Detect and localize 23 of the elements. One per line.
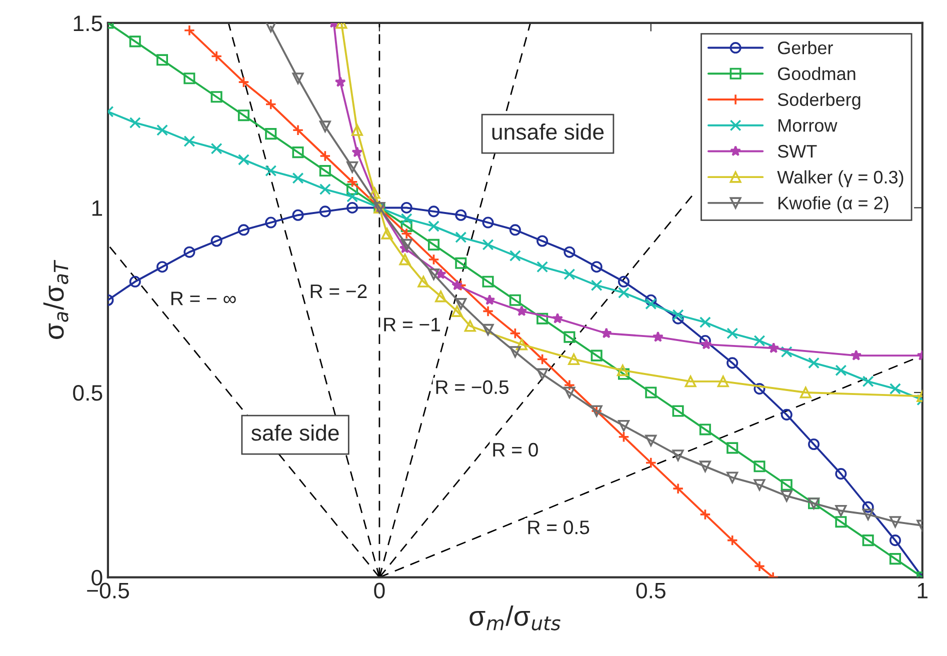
legend-label: Goodman xyxy=(778,66,856,80)
y-tick-label: 0.5 xyxy=(73,385,102,401)
series-label: R = − ∞ xyxy=(171,292,236,306)
y-tick-label: 1 xyxy=(92,200,102,216)
series-label: R = 0 xyxy=(493,442,538,457)
annotation: unsafe side xyxy=(492,123,604,140)
legend-label: Morrow xyxy=(778,119,838,132)
legend-label: Gerber xyxy=(778,41,833,54)
legend-label: Soderberg xyxy=(778,92,860,110)
y-axis-title: σ$_{a}$/σ$_{aT}$ xyxy=(43,260,68,339)
x-axis-title: σ$_{m}$/σ$_{uts}$ xyxy=(470,605,560,630)
series-label: R = −2 xyxy=(310,284,367,298)
legend-label: Kwofie (α = 2) xyxy=(778,196,888,213)
x-tick-label: 0 xyxy=(374,582,385,598)
series-label: R = 0.5 xyxy=(528,520,590,534)
annotation: safe side xyxy=(251,424,339,441)
x-tick-label: 0.5 xyxy=(636,582,666,598)
y-tick-label: 1.5 xyxy=(74,16,102,32)
x-tick-label: 1 xyxy=(918,582,928,598)
series-label: R = −0.5 xyxy=(436,380,508,394)
legend-label: SWT xyxy=(778,144,817,158)
annotation: R = −1 xyxy=(384,318,440,332)
legend-label: Walker (γ = 0.3) xyxy=(777,170,904,188)
